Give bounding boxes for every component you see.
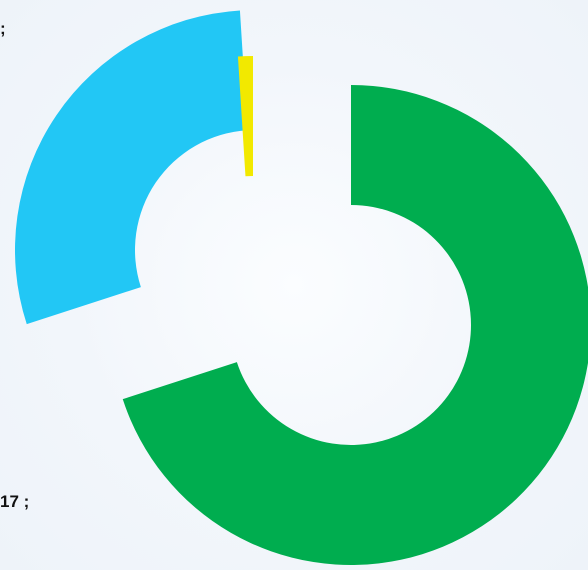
slice-blue[interactable] bbox=[14, 10, 248, 325]
data-label-top: ; bbox=[0, 19, 6, 38]
slice-yellow[interactable] bbox=[237, 56, 253, 177]
label-group: ; 17 ; bbox=[0, 19, 29, 511]
data-label-bottom: 17 ; bbox=[0, 492, 29, 511]
slice-green[interactable] bbox=[122, 85, 588, 565]
slice-group bbox=[14, 10, 588, 565]
